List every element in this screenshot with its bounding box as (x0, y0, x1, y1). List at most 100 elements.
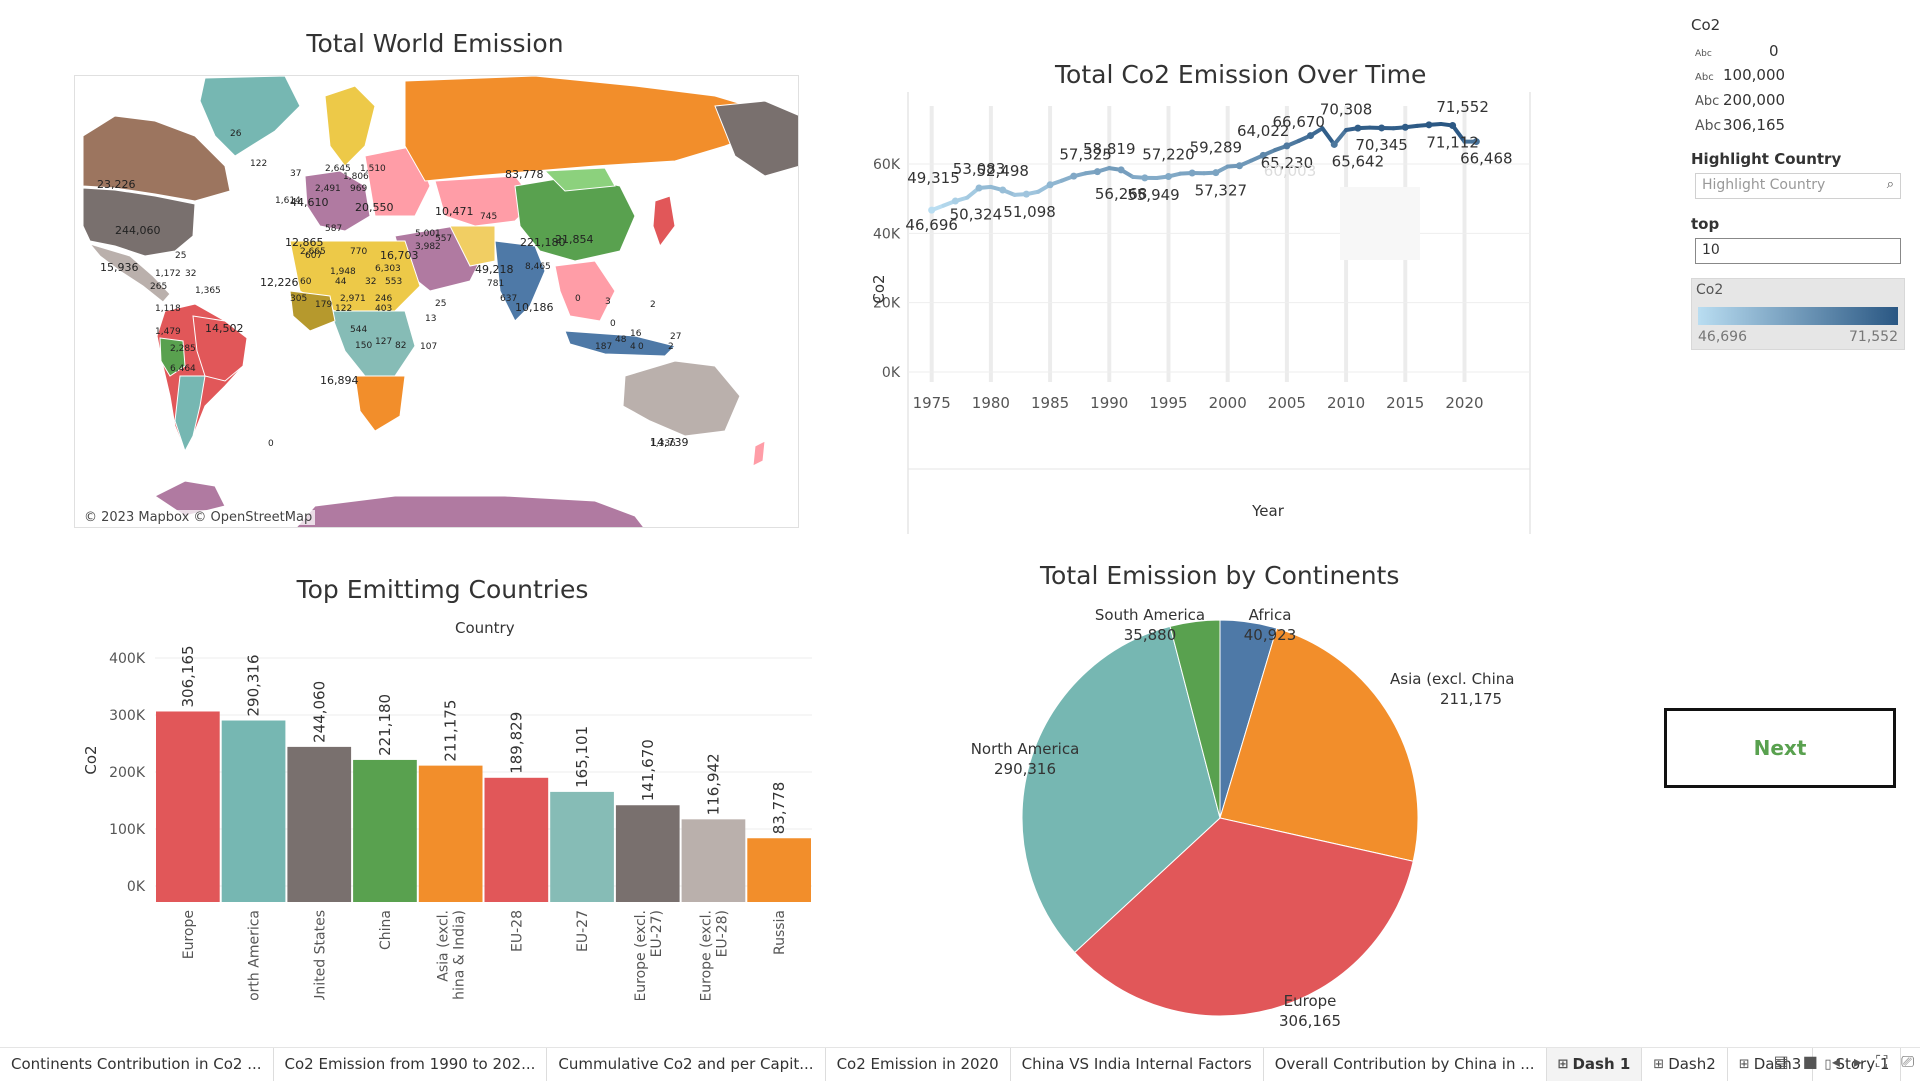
abc-mark: Abc (1695, 49, 1723, 59)
line-x-tick-label: 2000 (1209, 394, 1247, 412)
bar (550, 792, 614, 902)
map-attribution[interactable]: © 2023 Mapbox © OpenStreetMap (81, 510, 315, 525)
line-x-tick-label: 1980 (972, 394, 1010, 412)
bar-category-label: Europe (excl.EU-28) (698, 910, 730, 1000)
map-value-label: 127 (375, 337, 392, 347)
map-value-label: 82 (395, 341, 406, 351)
line-point-label: 70,308 (1320, 100, 1373, 118)
map-value-label: 26 (230, 129, 242, 139)
map-value-label: 553 (385, 277, 402, 287)
map-value-label: 150 (355, 341, 372, 351)
sheet-tab[interactable]: Co2 Emission in 2020 (826, 1048, 1011, 1081)
tab-controls: ▤ ■ ◂ ▸ ⛶ ⎚ (1774, 1052, 1914, 1072)
size-legend-value: 200,000 (1723, 91, 1785, 109)
pie-chart-title: Total Emission by Continents (1040, 561, 1395, 590)
co2-size-legend-title: Co2 (1691, 16, 1720, 34)
line-y-tick-label: 60K (873, 157, 901, 173)
sheet-tab[interactable]: Co2 Emission from 1990 to 202... (274, 1048, 548, 1081)
fullscreen-icon[interactable]: ⛶ (1876, 1052, 1887, 1072)
sheet-tab[interactable]: Overall Contribution by China in ... (1264, 1048, 1547, 1081)
filmstrip-icon[interactable]: ▤ (1774, 1052, 1789, 1072)
line-point (1236, 162, 1243, 169)
map-value-label: 3,982 (415, 242, 441, 252)
line-point-label: 71,552 (1436, 98, 1489, 116)
color-legend-title: Co2 (1696, 282, 1723, 298)
bar-y-tick-label: 100K (109, 822, 146, 838)
map-value-label: 16,894 (320, 374, 359, 387)
sheet-tab[interactable]: China VS India Internal Factors (1011, 1048, 1264, 1081)
line-point (1023, 191, 1030, 198)
line-point (1070, 173, 1077, 180)
next-button[interactable]: Next (1664, 708, 1896, 788)
map-value-label: 6,303 (375, 264, 401, 274)
bar-category-label: EU-27 (575, 910, 591, 952)
bar-chart-header: Country (455, 619, 515, 637)
line-point-label: 66,468 (1460, 150, 1513, 168)
abc-mark: Abc (1695, 118, 1723, 134)
map-value-label: 1,479 (155, 327, 181, 337)
map-value-label: 187 (595, 342, 612, 352)
abc-mark: Abc (1695, 94, 1723, 109)
pie-label-name: South America (1095, 606, 1205, 624)
map-value-label: 83,778 (505, 168, 544, 181)
prev-sheet-icon[interactable]: ◂ (1832, 1052, 1840, 1072)
map-value-label: 1,118 (155, 304, 181, 314)
map-value-label: 8,465 (525, 262, 551, 272)
line-y-tick-label: 40K (873, 226, 901, 242)
map-value-label: 10,471 (435, 205, 474, 218)
highlight-country-title: Highlight Country (1691, 150, 1841, 168)
highlight-country-input[interactable]: Highlight Country ⌕ (1695, 173, 1901, 199)
next-sheet-icon[interactable]: ▸ (1854, 1052, 1862, 1072)
bar-category-label: Europe (181, 910, 197, 959)
line-point-label: 57,327 (1195, 181, 1248, 199)
color-legend-max: 71,552 (1849, 329, 1898, 345)
map-value-label: 305 (290, 294, 307, 304)
bar-category-label: United States (312, 910, 328, 1000)
map-value-label: 25 (175, 251, 186, 261)
pie-label-name: Europe (1284, 992, 1337, 1010)
pie-label-value: 35,880 (1124, 626, 1177, 644)
sheet-tab[interactable]: ⊞Dash 1 (1547, 1048, 1643, 1081)
line-point-label: 70,345 (1355, 136, 1408, 154)
line-point (1165, 173, 1172, 180)
line-y-axis-label: Co2 (870, 274, 888, 303)
sheet-tab[interactable]: Continents Contribution in Co2 ... (0, 1048, 274, 1081)
line-x-tick-label: 2020 (1445, 394, 1483, 412)
map-value-label: 246 (375, 294, 392, 304)
map-value-label: 2,491 (315, 184, 341, 194)
size-legend-value: 100,000 (1723, 66, 1785, 84)
map-value-label: 587 (325, 224, 342, 234)
tab-label: Co2 Emission in 2020 (837, 1055, 999, 1073)
bar-y-tick-label: 400K (109, 651, 146, 667)
line-point (1141, 174, 1148, 181)
line-point (1094, 168, 1101, 175)
search-icon[interactable]: ⌕ (1887, 177, 1894, 192)
sheet-tab[interactable]: Cummulative Co2 and per Capit... (547, 1048, 825, 1081)
sheet-tab[interactable]: ⊞Dash2 (1642, 1048, 1728, 1081)
presentation-icon[interactable]: ⎚ (1901, 1052, 1914, 1072)
map-value-label: 244,060 (115, 224, 161, 237)
map-value-label: 48 (615, 335, 627, 345)
co2-color-legend[interactable]: Co2 46,696 71,552 (1691, 278, 1905, 350)
line-point (976, 184, 983, 191)
map-value-label: 1,336 (650, 439, 676, 449)
map-value-label: 544 (350, 325, 367, 335)
top-parameter-input[interactable]: 10 (1695, 238, 1901, 264)
grid-view-icon[interactable]: ■ (1803, 1052, 1818, 1072)
line-point-label: 66,670 (1272, 113, 1325, 131)
map-value-label: 1,806 (343, 172, 369, 182)
map-value-label: 1,172 (155, 269, 181, 279)
map-value-label: 6,464 (170, 364, 196, 374)
line-x-tick-label: 1995 (1149, 394, 1187, 412)
map-value-label: 14,502 (205, 322, 244, 335)
tab-label: Dash 1 (1572, 1055, 1630, 1073)
pie-label-value: 211,175 (1440, 690, 1502, 708)
